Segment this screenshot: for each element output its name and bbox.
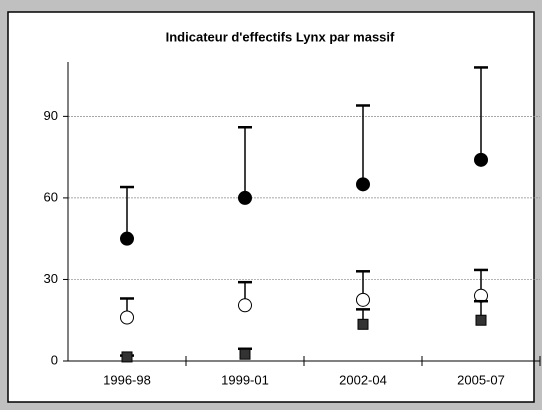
y-tick-label: 0 [51,352,58,367]
marker [120,231,134,246]
y-tick-label: 30 [44,271,58,286]
x-tick-label: 2005-07 [457,372,505,387]
marker [121,351,133,363]
marker [357,318,369,330]
marker [474,152,488,167]
y-tick-label: 90 [44,108,58,123]
marker [356,177,370,192]
marker [356,292,370,307]
marker [239,348,251,360]
x-tick-label: 2002-04 [339,372,387,387]
x-tick-label: 1999-01 [221,372,269,387]
chart-panel [7,11,535,403]
chart-title: Indicateur d'effectifs Lynx par massif [166,29,395,44]
marker [120,310,134,325]
marker [238,298,252,313]
marker [475,314,487,326]
marker [238,190,252,205]
x-tick-label: 1996-98 [103,372,151,387]
y-tick-label: 60 [44,189,58,204]
